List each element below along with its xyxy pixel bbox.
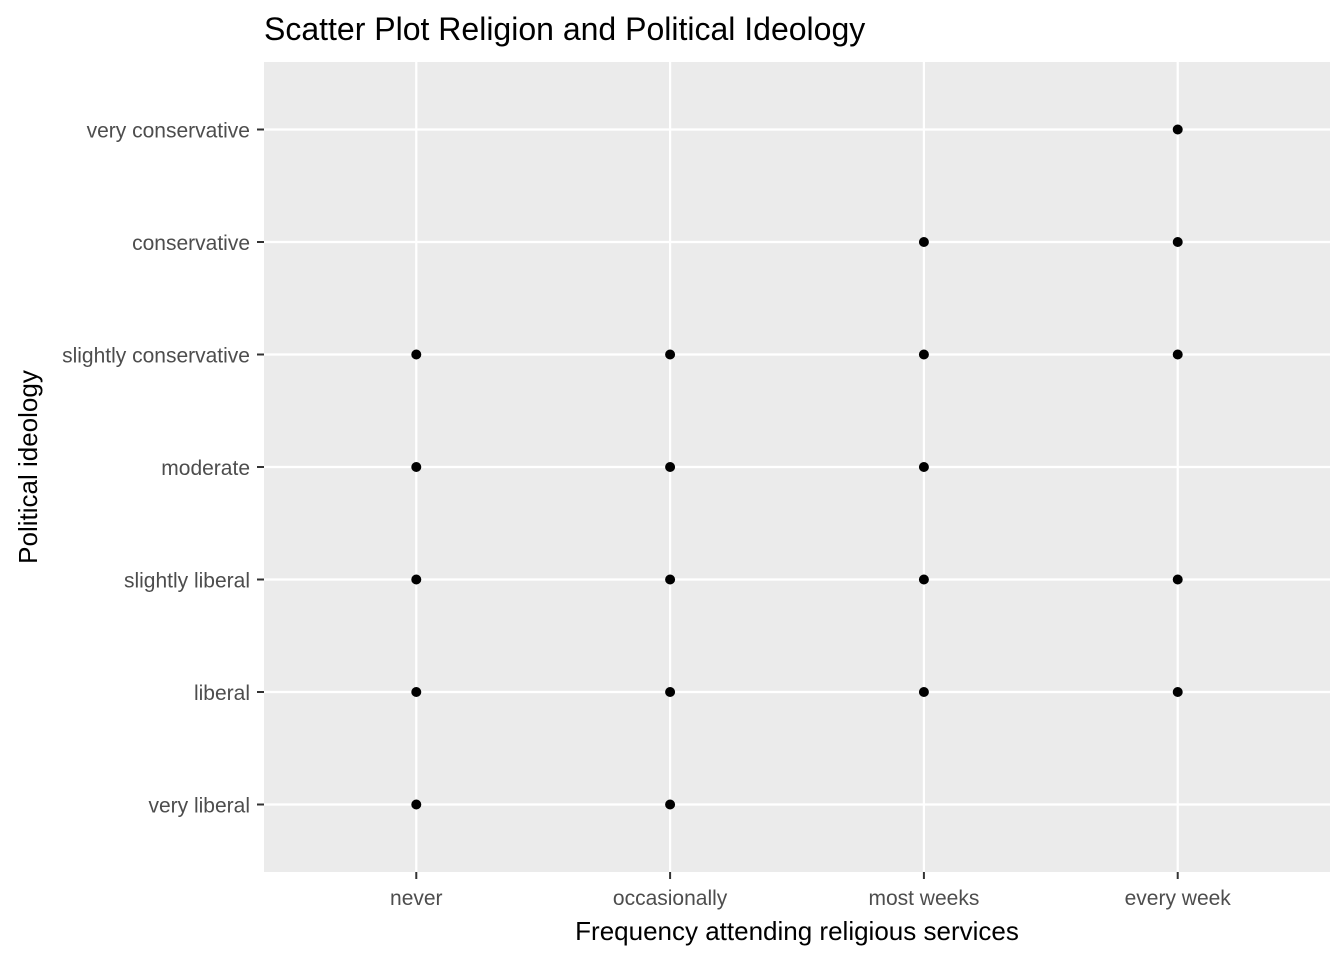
data-point-most-weeks-slightly-liberal — [918, 574, 929, 585]
y-tick-label-slightly-conservative: slightly conservative — [62, 345, 250, 368]
y-tick-label-conservative: conservative — [132, 232, 250, 255]
data-point-occasionally-very-liberal — [665, 799, 676, 810]
data-point-most-weeks-conservative — [918, 237, 929, 247]
data-point-most-weeks-slightly-conservative — [918, 349, 929, 360]
y-axis-title: Political ideology — [13, 370, 43, 564]
data-point-most-weeks-moderate — [918, 462, 929, 472]
data-point-every-week-slightly-liberal — [1172, 574, 1183, 585]
x-axis-title: Frequency attending religious services — [575, 916, 1019, 946]
data-point-never-slightly-liberal — [411, 574, 422, 585]
x-tick-label-occasionally: occasionally — [613, 887, 728, 910]
data-point-every-week-slightly-conservative — [1172, 349, 1183, 360]
data-point-every-week-conservative — [1172, 237, 1183, 247]
y-tick-label-very-liberal: very liberal — [148, 795, 250, 818]
data-point-every-week-very-conservative — [1172, 124, 1183, 135]
y-tick-label-slightly-liberal: slightly liberal — [124, 570, 250, 593]
data-point-never-very-liberal — [411, 799, 422, 810]
y-tick-label-moderate: moderate — [161, 457, 250, 480]
axis-ticks: never occasionally most weeks every week ver… — [62, 120, 1231, 911]
data-point-occasionally-slightly-conservative — [665, 349, 676, 360]
x-tick-label-most-weeks: most weeks — [868, 887, 979, 910]
data-point-occasionally-moderate — [665, 462, 676, 472]
y-tick-label-liberal: liberal — [194, 682, 250, 705]
y-tick-label-very-conservative: very conservative — [87, 120, 250, 143]
data-point-never-liberal — [411, 687, 422, 697]
chart-title: Scatter Plot Religion and Political Ideo… — [264, 11, 865, 47]
x-tick-label-never: never — [390, 887, 443, 910]
data-point-never-moderate — [411, 462, 422, 472]
data-point-occasionally-liberal — [665, 687, 676, 697]
data-point-every-week-liberal — [1172, 687, 1183, 697]
data-points — [411, 124, 1183, 810]
data-point-occasionally-slightly-liberal — [665, 574, 676, 585]
x-tick-label-every-week: every week — [1125, 887, 1232, 910]
data-point-never-slightly-conservative — [411, 349, 422, 360]
data-point-most-weeks-liberal — [918, 687, 929, 697]
